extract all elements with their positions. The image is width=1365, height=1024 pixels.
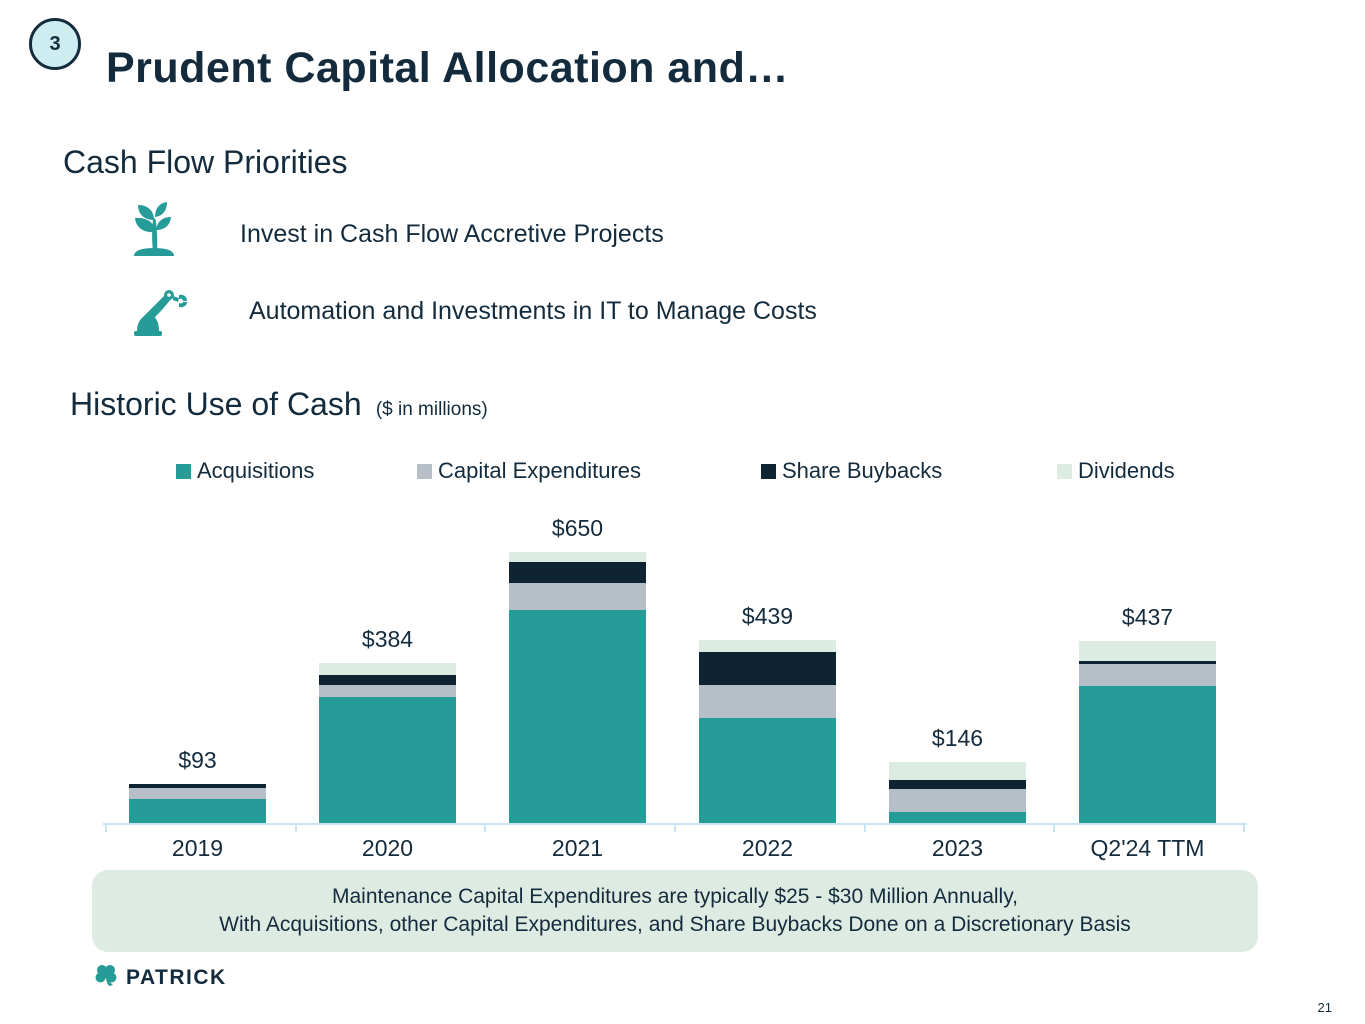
priority-label: Automation and Investments in IT to Mana… [249,297,817,325]
bar-segment-share-buybacks [699,651,836,685]
bar-segment-dividends [699,639,836,652]
x-axis-tick [105,825,107,832]
bar-segment-share-buybacks [319,675,456,686]
bar-segment-acquisitions [1079,685,1216,823]
legend-label: Capital Expenditures [438,458,642,483]
legend-swatch-share-buybacks [761,463,776,479]
bar-total-label: $650 [551,515,604,541]
x-axis-tick [294,825,297,832]
x-axis-label-2020: 2020 [361,835,414,861]
priority-item-automation: Automation and Investments in IT to Mana… [133,281,817,342]
bar-total-label: $93 [178,747,217,774]
legend-label: Acquisitions [197,458,315,483]
x-axis-label-q2-24-ttm: Q2'24 TTM [1090,835,1205,861]
slide-number-badge-text: 3 [49,32,61,55]
page-number: 21 [1317,1000,1332,1015]
bar-segment-acquisitions [129,799,266,823]
legend-item-share-buybacks: Share Buybacks [761,458,942,484]
bar-segment-capital-expenditures [319,685,456,698]
bar-q2-24-ttm [1079,640,1216,823]
bar-segment-capital-expenditures [1079,664,1216,686]
legend-swatch-dividends [1057,463,1072,479]
x-axis-tick [863,825,866,832]
legend-item-dividends: Dividends [1057,458,1175,484]
chart-units-note: ($ in millions) [375,399,488,420]
bar-segment-dividends [889,762,1026,781]
legend-swatch-capital-expenditures [417,463,432,479]
legend-item-capital-expenditures: Capital Expenditures [417,458,641,484]
bar-segment-capital-expenditures [129,788,266,800]
x-axis-label-2023: 2023 [931,835,984,861]
bar-segment-share-buybacks [1079,660,1216,665]
bar-2019 [129,784,266,823]
bar-segment-share-buybacks [889,780,1026,790]
bar-total-label: $439 [741,602,794,629]
bar-2022 [699,639,836,823]
logo-text: PATRICK [126,965,227,989]
bar-segment-capital-expenditures [699,685,836,718]
bar-segment-capital-expenditures [889,789,1026,813]
bar-segment-acquisitions [509,609,646,823]
chart-heading-text: Historic Use of Cash [70,386,362,422]
x-axis-label-2022: 2022 [741,835,794,861]
priority-item-invest: Invest in Cash Flow Accretive Projects [130,200,664,269]
page-title: Prudent Capital Allocation and… [106,44,789,92]
seedling-icon [130,200,178,269]
x-axis-tick [1053,825,1056,832]
x-axis-label-2021: 2021 [551,835,604,861]
footnote-line-2: With Acquisitions, other Capital Expendi… [219,913,1131,936]
stacked-bar-chart: $93 2019 $384 2020 $650 2021 $439 2022 $146 2023 $… [103,501,1247,861]
priority-label: Invest in Cash Flow Accretive Projects [240,220,664,248]
footnote-box: Maintenance Capital Expenditures are typ… [92,870,1258,952]
bar-segment-share-buybacks [509,562,646,584]
chart-legend: Acquisitions Capital Expenditures Share Bu… [105,458,1245,486]
legend-swatch-acquisitions [176,463,191,479]
legend-item-acquisitions: Acquisitions [176,458,314,484]
bar-total-label: $437 [1121,603,1174,630]
x-axis-label-2019: 2019 [171,835,224,861]
slide-number-badge: 3 [29,18,81,70]
x-axis-line [103,823,1247,825]
bar-segment-dividends [1079,640,1216,661]
bar-segment-acquisitions [889,812,1026,823]
legend-label: Dividends [1078,458,1175,483]
x-axis-tick [674,825,676,832]
footnote-line-1: Maintenance Capital Expenditures are typ… [332,885,1018,908]
bar-segment-capital-expenditures [509,583,646,610]
x-axis-tick [1243,825,1245,832]
bar-total-label: $146 [931,725,984,752]
bar-2020 [319,662,456,823]
x-axis-tick [484,825,487,832]
bar-segment-dividends [509,552,646,563]
chart-heading: Historic Use of Cash ($ in millions) [70,386,488,423]
shamrock-icon [94,963,118,992]
bar-segment-acquisitions [319,697,456,823]
bar-segment-acquisitions [699,717,836,823]
bar-segment-share-buybacks [129,784,266,789]
bar-2023 [889,762,1026,823]
company-logo: PATRICK [94,963,227,992]
bar-total-label: $384 [361,625,414,652]
legend-label: Share Buybacks [782,458,943,483]
bar-segment-dividends [319,662,456,675]
robot-arm-icon [133,281,189,342]
priorities-heading: Cash Flow Priorities [63,144,348,180]
bar-2021 [509,552,646,823]
